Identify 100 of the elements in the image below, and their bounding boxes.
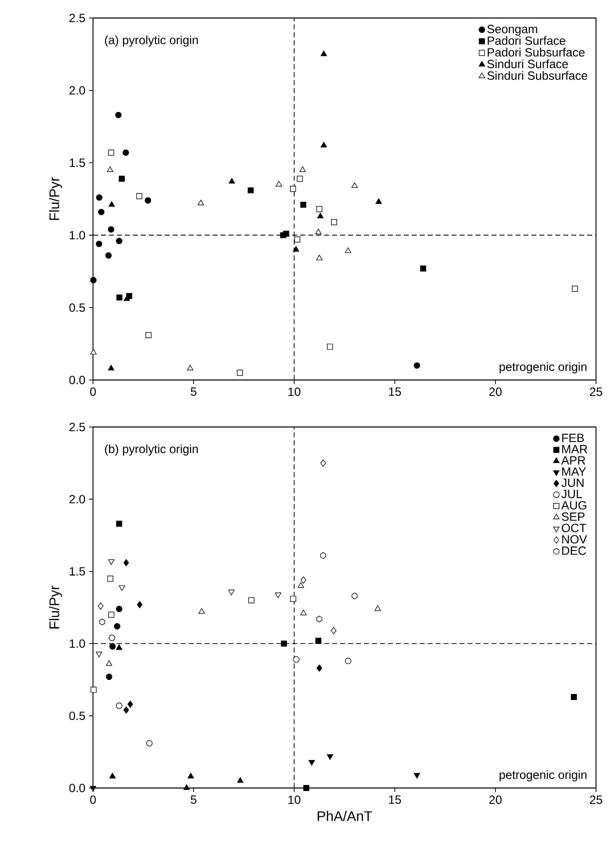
point [106,166,114,172]
point [351,182,358,188]
y-tick-label: 1.0 [70,230,86,240]
point [316,254,322,260]
point [292,246,300,252]
point [298,582,304,588]
x-tick-label: 10 [288,388,300,396]
y-tick-label: 0.0 [69,376,86,384]
point [183,784,190,790]
point [296,176,303,182]
annotation: (b) pyrolytic origin [104,444,198,456]
x-tick-label: 10 [288,796,300,804]
point [290,186,296,192]
point [414,773,420,779]
point [123,706,129,714]
legend-label: DEC [562,546,586,555]
point [123,559,129,566]
point [108,634,116,642]
y-axis-title: Flu/Pyr [49,177,62,220]
point [90,276,97,284]
x-tick-label: 25 [590,796,602,804]
legend-label: Sinduri Surface [487,59,568,68]
point [198,200,204,206]
x-tick-label: 25 [590,388,602,396]
point [146,740,153,746]
point [116,606,122,612]
point [109,772,116,778]
point [98,208,104,216]
legend-label: SEP [562,512,585,521]
point [116,644,122,650]
point [228,590,235,596]
point [122,149,129,156]
x-tick-label: 15 [389,388,401,396]
point [327,344,334,350]
point [320,50,327,56]
y-tick-label: 0.5 [69,712,85,720]
point [108,612,114,618]
point [320,142,327,148]
point [280,640,287,647]
point [293,656,300,663]
point [188,772,194,778]
y-tick-label: 2.0 [69,494,86,504]
legend-label: FEB [562,434,584,442]
point [99,618,106,626]
point [315,228,322,234]
point [331,219,338,226]
legend-label: APR [561,456,586,464]
point [237,777,244,783]
point [116,520,122,527]
legend-label: MAR [562,445,588,454]
x-tick-label: 15 [389,796,401,804]
point [300,576,306,584]
point [136,193,142,200]
point [108,226,114,233]
legend-label: Seongam [487,24,538,36]
point [570,694,577,700]
point [106,660,112,666]
x-axis-title: PhA/AnT [318,810,372,822]
point [109,643,116,650]
point [330,627,336,634]
y-tick-label: 0.5 [69,303,85,312]
point [308,760,315,766]
point [326,754,334,760]
y-tick-label: 2.5 [69,422,85,432]
point [116,294,122,300]
point [96,240,102,248]
point [98,602,104,610]
point [274,592,282,598]
point [300,166,306,172]
point [106,674,112,680]
x-tick-label: 5 [190,796,196,804]
point [146,332,152,338]
point [108,201,115,207]
y-tick-label: 1.0 [70,639,86,648]
y-axis-title: Flu/Pyr [49,586,62,628]
point [108,150,114,156]
point [90,786,96,792]
point [317,212,324,218]
point [374,605,381,611]
point [108,559,114,565]
point [187,364,194,370]
point [300,610,307,616]
x-tick-label: 0 [90,388,96,396]
point [116,702,122,709]
legend-label: JUL [561,490,582,498]
point [344,248,352,254]
point [316,664,322,672]
legend-label: NOV [562,535,588,544]
x-tick-label: 20 [489,796,502,804]
point [228,178,235,184]
annotation: (a) pyrolytic origin [104,35,198,47]
point [420,266,426,272]
point [107,576,114,582]
point [303,785,310,791]
point [352,592,358,600]
point [300,202,306,208]
point [572,286,578,292]
y-tick-label: 1.5 [70,567,85,576]
point [136,601,142,608]
point [108,364,114,370]
